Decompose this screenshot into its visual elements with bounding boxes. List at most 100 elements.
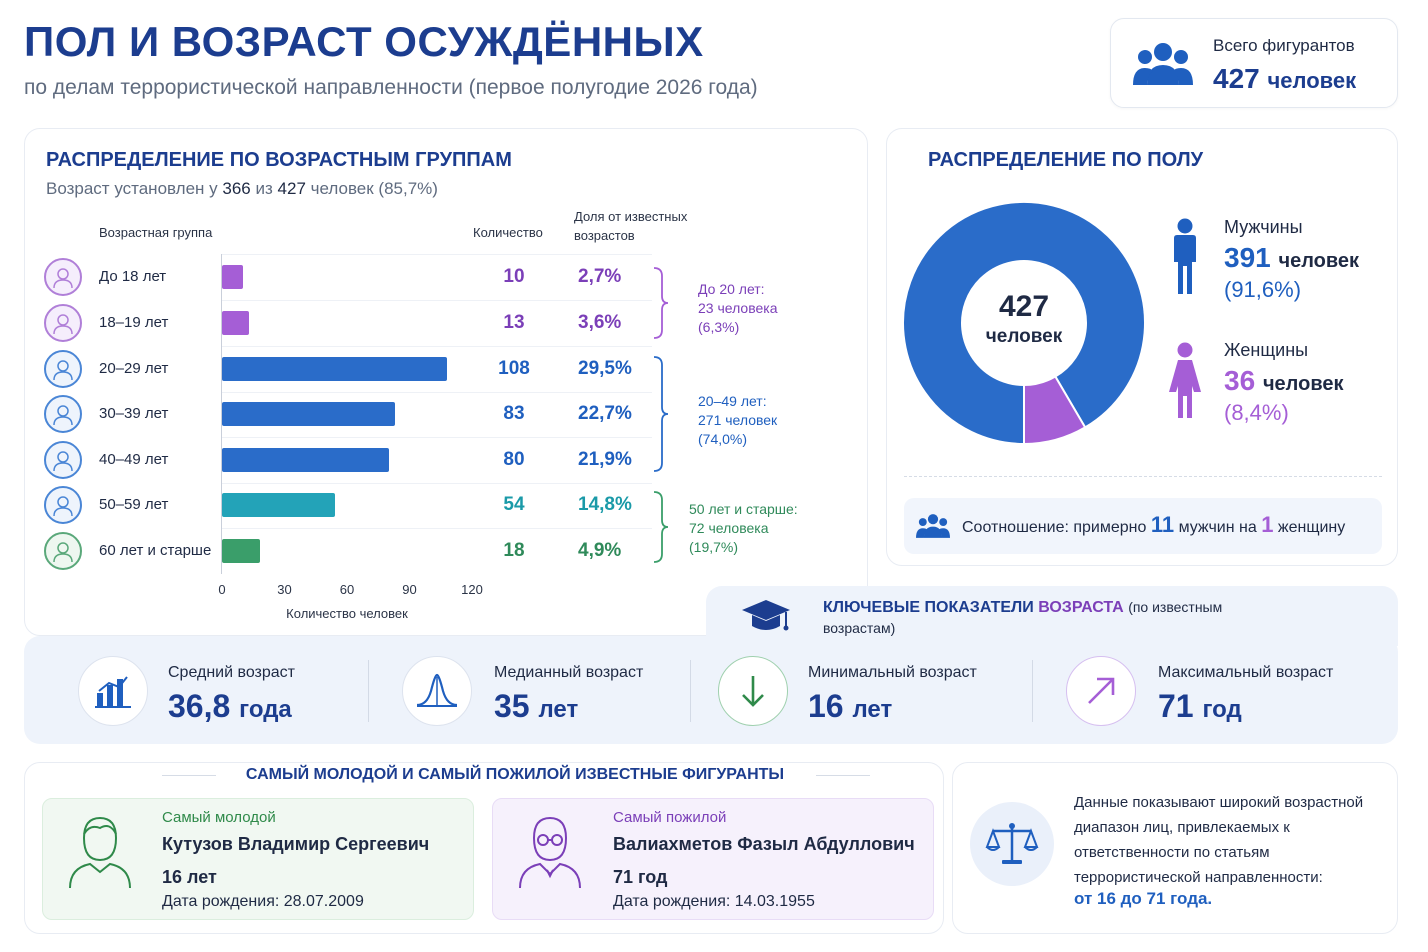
col-header-group: Возрастная группа [99,225,213,240]
conclusion-text: Данные показывают широкий возрастной диа… [1074,794,1364,886]
young-person-icon [69,816,131,889]
age-count-label: 18 [503,540,525,561]
bell-curve-icon [402,656,472,726]
women-label: Женщины [1224,340,1309,360]
persons-title: САМЫЙ МОЛОДОЙ И САМЫЙ ПОЖИЛОЙ ИЗВЕСТНЫЕ … [245,766,785,783]
age-bar [222,311,250,335]
oldest-type: Самый пожилой [613,809,727,826]
youngest-dob: Дата рождения: 28.07.2009 [162,893,364,910]
col-header-share-1: Доля от известных [574,209,688,224]
youngest-name: Кутузов Владимир Сергеевич [162,834,430,854]
x-tick-label: 120 [461,582,483,597]
age-share-label: 14,8% [578,494,632,515]
bar-chart-icon [78,656,148,726]
conclusion-emphasis: от 16 до 71 года. [1074,889,1213,908]
age-group-label: 50–59 лет [99,496,169,513]
oldest-dob: Дата рождения: 14.03.1955 [613,893,815,910]
age-group-label: 18–19 лет [99,314,169,331]
gender-section-title: РАСПРЕДЕЛЕНИЕ ПО ПОЛУ [928,149,1204,171]
row-divider [222,437,652,438]
age-bar [222,265,243,289]
women-pct: (8,4%) [1224,400,1289,425]
page-title: ПОЛ И ВОЗРАСТ ОСУЖДЁННЫХ [24,18,704,65]
age-count-label: 83 [503,403,525,424]
min-age-label: Минимальный возраст [808,664,977,681]
female-person-icon [1169,342,1201,418]
age-share-label: 22,7% [578,403,632,424]
age-group-label: 60 лет и старше [99,542,212,559]
brace-20-49 [653,356,669,472]
age-count-label: 54 [503,494,525,515]
x-tick-label: 60 [339,582,355,597]
row-divider [222,483,652,484]
key-indicators-panel [24,636,1398,744]
arrow-up-right-icon [1066,656,1136,726]
max-age-label: Максимальный возраст [1158,664,1334,681]
total-card: Всего фигурантов 427 человек [1110,18,1398,108]
age-group-avatar-icon [44,304,82,342]
graduation-cap-icon [742,600,790,631]
gender-ratio-text: Соотношение: примерно 11 мужчин на 1 жен… [962,512,1346,537]
total-value: 427 человек [1213,63,1357,94]
key-indicators-title: КЛЮЧЕВЫЕ ПОКАЗАТЕЛИ ВОЗРАСТА (по известн… [823,599,1223,636]
age-bar [222,448,389,472]
age-group-avatar-icon [44,441,82,479]
age-share-label: 29,5% [578,358,632,379]
total-label: Всего фигурантов [1213,36,1355,55]
age-group-avatar-icon [44,532,82,570]
brace-20-49-text: 20–49 лет: 271 человек (74,0%) [698,393,778,447]
divider [904,476,1382,477]
age-bar [222,357,447,381]
old-person-icon [519,816,581,889]
title-line-right [816,775,870,776]
youngest-person-card [42,798,474,920]
age-count-label: 10 [503,266,525,287]
min-age-value: 16 лет [808,688,893,724]
age-group-avatar-icon [44,395,82,433]
arrow-down-icon [718,656,788,726]
age-group-avatar-icon [44,486,82,524]
age-group-avatar-icon [44,258,82,296]
people-group-icon [1133,43,1193,85]
brace-50-plus-text: 50 лет и старше: 72 человека (19,7%) [689,501,798,555]
brace-50-plus [653,491,669,563]
age-share-label: 4,9% [578,540,622,561]
donut-center-label: человек [985,326,1063,347]
women-value: 36 человек [1224,365,1344,396]
gender-donut-chart [902,201,1146,446]
men-label: Мужчины [1224,217,1303,237]
title-line-left [162,775,216,776]
row-divider [222,300,652,301]
x-tick-label: 90 [402,582,417,597]
youngest-type: Самый молодой [162,809,276,826]
x-tick-label: 0 [218,582,226,597]
col-header-share-2: возрастов [574,228,635,243]
age-bar [222,493,335,517]
men-value: 391 человек [1224,242,1360,273]
age-bar [222,539,260,563]
avg-age-label: Средний возраст [168,664,295,681]
age-group-avatar-icon [44,350,82,388]
donut-slice-men [902,201,1146,446]
x-tick-label: 30 [277,582,292,597]
male-person-icon [1174,218,1196,294]
age-count-label: 108 [498,358,530,379]
oldest-name: Валиахметов Фазыл Абдуллович [613,834,915,854]
age-section-note: Возраст установлен у 366 из 427 человек … [46,179,438,198]
age-group-label: До 18 лет [99,268,167,285]
row-divider [222,254,652,255]
separator [368,660,369,722]
men-pct: (91,6%) [1224,277,1302,302]
median-age-label: Медианный возраст [494,664,644,681]
age-group-label: 40–49 лет [99,451,169,468]
row-divider [222,346,652,347]
scales-icon [970,802,1054,886]
oldest-person-card [492,798,934,920]
brace-under-20 [653,267,669,339]
age-share-label: 2,7% [578,266,622,287]
chart-x-label: Количество человек [286,606,408,621]
youngest-age: 16 лет [162,867,217,887]
chart-axis [221,254,222,574]
age-distribution-card: РАСПРЕДЕЛЕНИЕ ПО ВОЗРАСТНЫМ ГРУППАМ Возр… [24,128,868,636]
age-bar [222,402,395,426]
